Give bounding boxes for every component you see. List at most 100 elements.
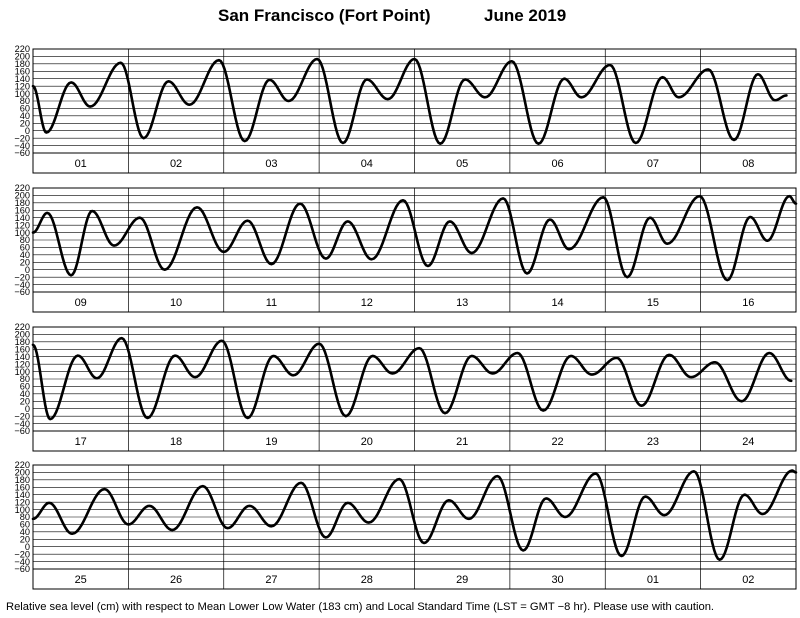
day-label: 10 xyxy=(170,297,182,309)
y-tick-label: −20 xyxy=(14,549,30,559)
y-tick-label: 200 xyxy=(15,191,30,201)
y-tick-label: −40 xyxy=(14,419,30,429)
chart-title-row: San Francisco (Fort Point) June 2019 xyxy=(0,6,800,28)
y-tick-label: 80 xyxy=(20,374,30,384)
day-label: 22 xyxy=(551,436,563,448)
day-label: 21 xyxy=(456,436,468,448)
y-tick-label: 180 xyxy=(15,59,30,69)
tide-curve xyxy=(31,336,793,421)
y-tick-label: −40 xyxy=(14,557,30,567)
y-tick-label: −60 xyxy=(14,564,30,574)
y-tick-label: 60 xyxy=(20,520,30,530)
y-tick-label: −20 xyxy=(14,272,30,282)
y-tick-label: 40 xyxy=(20,389,30,399)
y-tick-label: 180 xyxy=(15,337,30,347)
y-tick-label: 20 xyxy=(20,396,30,406)
footer-note: Relative sea level (cm) with respect to … xyxy=(6,601,715,613)
panel-frame xyxy=(32,464,797,590)
y-tick-label: 0 xyxy=(25,265,30,275)
y-tick-label: 100 xyxy=(15,505,30,515)
day-label: 02 xyxy=(742,574,754,586)
y-tick-label: −60 xyxy=(14,287,30,297)
y-tick-label: 140 xyxy=(15,490,30,500)
y-tick-label: −40 xyxy=(14,141,30,151)
y-tick-label: 100 xyxy=(15,89,30,99)
panel-frame xyxy=(32,187,797,313)
day-label: 02 xyxy=(170,158,182,170)
day-label: 20 xyxy=(361,436,373,448)
y-tick-label: 0 xyxy=(25,542,30,552)
y-tick-label: 180 xyxy=(15,198,30,208)
y-tick-label: 0 xyxy=(25,126,30,136)
tide-curve xyxy=(31,57,788,146)
y-tick-label: 40 xyxy=(20,527,30,537)
tide-curve xyxy=(31,194,798,282)
y-tick-label: 200 xyxy=(15,468,30,478)
day-label: 03 xyxy=(265,158,277,170)
day-label: 15 xyxy=(647,297,659,309)
y-tick-label: −40 xyxy=(14,280,30,290)
day-label: 05 xyxy=(456,158,468,170)
chart-title-location: San Francisco (Fort Point) xyxy=(218,6,431,25)
day-label: 19 xyxy=(265,436,277,448)
y-tick-label: 40 xyxy=(20,250,30,260)
y-tick-label: 140 xyxy=(15,352,30,362)
y-tick-label: 200 xyxy=(15,330,30,340)
y-tick-label: 160 xyxy=(15,66,30,76)
day-label: 06 xyxy=(551,158,563,170)
y-tick-label: 40 xyxy=(20,111,30,121)
y-tick-label: −60 xyxy=(14,148,30,158)
y-tick-label: 60 xyxy=(20,104,30,114)
day-label: 12 xyxy=(361,297,373,309)
y-tick-label: 20 xyxy=(20,257,30,267)
y-tick-label: 20 xyxy=(20,534,30,544)
y-tick-label: 60 xyxy=(20,243,30,253)
y-tick-label: 160 xyxy=(15,482,30,492)
day-label: 14 xyxy=(551,297,563,309)
y-tick-label: −20 xyxy=(14,411,30,421)
y-tick-label: 80 xyxy=(20,235,30,245)
day-label: 04 xyxy=(361,158,373,170)
day-label: 11 xyxy=(266,297,277,309)
y-tick-label: 0 xyxy=(25,404,30,414)
y-tick-label: 80 xyxy=(20,512,30,522)
chart-title-month: June 2019 xyxy=(484,6,567,25)
tide-curve xyxy=(31,469,798,562)
y-tick-label: 120 xyxy=(15,497,30,507)
y-tick-label: 140 xyxy=(15,213,30,223)
y-tick-label: 20 xyxy=(20,118,30,128)
day-label: 28 xyxy=(361,574,373,586)
day-label: 30 xyxy=(551,574,563,586)
y-tick-label: 220 xyxy=(15,322,30,332)
y-tick-label: 200 xyxy=(15,52,30,62)
day-label: 26 xyxy=(170,574,182,586)
day-label: 18 xyxy=(170,436,182,448)
y-tick-label: 220 xyxy=(15,183,30,193)
y-tick-label: 140 xyxy=(15,74,30,84)
y-tick-label: 160 xyxy=(15,344,30,354)
y-tick-label: −20 xyxy=(14,133,30,143)
day-label: 13 xyxy=(456,297,468,309)
day-label: 01 xyxy=(75,158,87,170)
y-tick-label: 120 xyxy=(15,359,30,369)
day-label: 08 xyxy=(742,158,754,170)
day-label: 25 xyxy=(75,574,87,586)
day-label: 07 xyxy=(647,158,659,170)
y-tick-label: −60 xyxy=(14,426,30,436)
y-tick-label: 220 xyxy=(15,44,30,54)
y-tick-label: 160 xyxy=(15,205,30,215)
day-label: 16 xyxy=(742,297,754,309)
panel-frame xyxy=(32,48,797,174)
day-label: 24 xyxy=(742,436,754,448)
day-label: 27 xyxy=(265,574,277,586)
y-tick-label: 60 xyxy=(20,382,30,392)
day-label: 09 xyxy=(75,297,87,309)
y-tick-label: 120 xyxy=(15,220,30,230)
day-label: 29 xyxy=(456,574,468,586)
y-tick-label: 100 xyxy=(15,228,30,238)
y-tick-label: 100 xyxy=(15,367,30,377)
day-label: 17 xyxy=(75,436,87,448)
day-label: 01 xyxy=(647,574,659,586)
y-tick-label: 180 xyxy=(15,475,30,485)
